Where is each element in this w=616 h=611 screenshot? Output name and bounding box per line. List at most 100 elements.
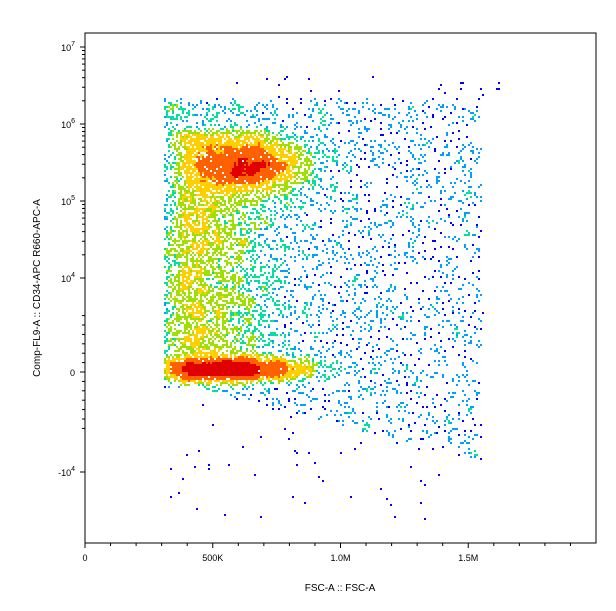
data-point [232, 256, 234, 258]
data-point [206, 174, 208, 176]
data-point [172, 184, 174, 186]
data-point [272, 162, 274, 164]
data-point [178, 276, 180, 278]
data-point [280, 158, 282, 160]
data-point [202, 248, 204, 250]
data-point [198, 270, 200, 272]
data-point [260, 134, 262, 136]
data-point [312, 282, 314, 284]
data-point [238, 382, 240, 384]
data-point [290, 162, 292, 164]
data-point [186, 186, 188, 188]
data-point [218, 318, 220, 320]
data-point [192, 144, 194, 146]
data-point [236, 328, 238, 330]
data-point [196, 266, 198, 268]
data-point [260, 296, 262, 298]
data-point [240, 350, 242, 352]
data-point [222, 200, 224, 202]
data-point [206, 352, 208, 354]
data-point [304, 378, 306, 380]
data-point [200, 308, 202, 310]
data-point [250, 192, 252, 194]
data-point [254, 186, 256, 188]
data-point [196, 146, 198, 148]
data-point [264, 320, 266, 322]
data-point [218, 218, 220, 220]
data-point [210, 150, 212, 152]
data-point [194, 162, 196, 164]
data-point [272, 146, 274, 148]
data-point [206, 108, 208, 110]
data-point [206, 226, 208, 228]
data-point [264, 242, 266, 244]
data-point [200, 300, 202, 302]
data-point [258, 168, 260, 170]
data-point [394, 286, 396, 288]
data-point [194, 208, 196, 210]
data-point [304, 370, 306, 372]
data-point [234, 232, 236, 234]
data-point [238, 182, 240, 184]
data-point [164, 386, 166, 388]
data-point [248, 340, 250, 342]
data-point [272, 106, 274, 108]
data-point [254, 134, 256, 136]
data-point [280, 364, 282, 366]
data-point [276, 138, 278, 140]
data-point [332, 138, 334, 140]
data-point [184, 304, 186, 306]
data-point [226, 186, 228, 188]
data-point [184, 380, 186, 382]
data-point [214, 178, 216, 180]
data-point [210, 256, 212, 258]
data-point [252, 146, 254, 148]
data-point [228, 376, 230, 378]
data-point [274, 374, 276, 376]
data-point [258, 324, 260, 326]
data-point [252, 376, 254, 378]
data-point [306, 368, 308, 370]
data-point [224, 152, 226, 154]
data-point [246, 132, 248, 134]
data-point [218, 370, 220, 372]
data-point [280, 208, 282, 210]
data-point [266, 368, 268, 370]
data-point [258, 366, 260, 368]
data-point [222, 312, 224, 314]
data-point [278, 192, 280, 194]
data-point [360, 338, 362, 340]
data-point [280, 176, 282, 178]
data-point [306, 196, 308, 198]
data-point [204, 244, 206, 246]
data-point [184, 190, 186, 192]
data-point [248, 288, 250, 290]
data-point [222, 390, 224, 392]
data-point [180, 166, 182, 168]
data-point [264, 170, 266, 172]
data-point [256, 136, 258, 138]
data-point [284, 366, 286, 368]
data-point [222, 242, 224, 244]
data-point [252, 132, 254, 134]
data-point [370, 372, 372, 374]
data-point [226, 180, 228, 182]
data-point [288, 334, 290, 336]
data-point [204, 366, 206, 368]
data-point [206, 232, 208, 234]
data-point [268, 374, 270, 376]
data-point [204, 232, 206, 234]
data-point [234, 136, 236, 138]
data-point [284, 186, 286, 188]
data-point [240, 180, 242, 182]
data-point [332, 156, 334, 158]
data-point [248, 298, 250, 300]
data-point [194, 366, 196, 368]
data-point [220, 258, 222, 260]
data-point [216, 316, 218, 318]
data-point [264, 294, 266, 296]
data-point [228, 220, 230, 222]
data-point [254, 122, 256, 124]
data-point [272, 176, 274, 178]
data-point [236, 146, 238, 148]
